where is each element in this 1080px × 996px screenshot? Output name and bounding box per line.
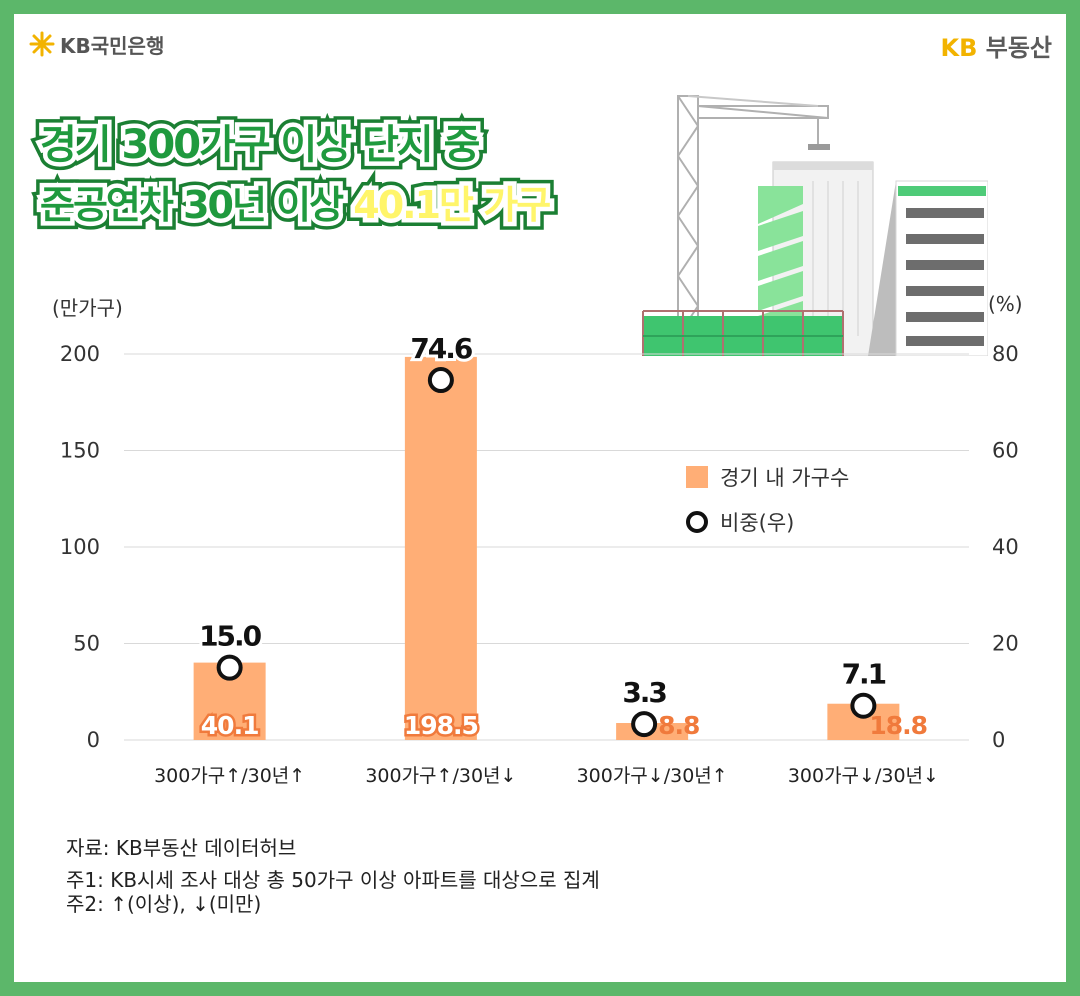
infographic-card: KB국민은행 KB 부동산 — [14, 14, 1066, 982]
share-value-label: 3.3 — [622, 676, 666, 709]
source-notes: 자료: KB부동산 데이터허브 주1: KB시세 조사 대상 총 50가구 이상… — [66, 836, 600, 916]
legend-point-swatch — [686, 511, 708, 533]
right-tick-label: 80 — [992, 342, 1019, 366]
left-tick-label: 200 — [60, 342, 100, 366]
category-label: 300가구↓/30년↓ — [788, 765, 939, 787]
right-axis-unit: (%) — [988, 292, 1023, 316]
right-tick-label: 40 — [992, 535, 1019, 559]
share-point — [850, 692, 877, 719]
category-label: 300가구↑/30년↑ — [154, 765, 305, 787]
kb-realestate-logo: KB 부동산 — [941, 28, 1053, 63]
category-label: 300가구↑/30년↓ — [365, 765, 516, 787]
left-tick-label: 50 — [73, 632, 100, 656]
star-logo-icon — [29, 31, 55, 57]
bar — [404, 356, 477, 740]
note-2: 주2: ↑(이상), ↓(미만) — [66, 892, 262, 916]
right-tick-label: 60 — [992, 439, 1019, 463]
right-tick-label: 20 — [992, 632, 1019, 656]
share-value-label: 74.6 — [410, 332, 472, 365]
legend-bar-swatch — [686, 466, 708, 488]
share-point — [427, 367, 454, 394]
legend-point-label: 비중(우) — [720, 511, 794, 535]
legend-bar-label: 경기 내 가구수 — [720, 466, 849, 490]
title-highlight: 40.1만 가구 — [349, 179, 556, 232]
left-axis-unit: (만가구) — [52, 296, 123, 320]
title-line2-outline: 준공연차 30년 이상 40.1만 가구 — [32, 175, 559, 235]
bar-value-label: 8.8 — [658, 711, 699, 740]
bank-name: KB국민은행 — [60, 34, 165, 58]
brand-kb: KB — [940, 34, 978, 62]
title-line2-prefix: 준공연차 30년 이상 — [35, 179, 354, 232]
combo-chart: 40.1 198.5 8.8 18.8 15.0 74.6 3.3 7.1 0 0 50 20 10… — [60, 329, 1019, 787]
building-illustration — [642, 95, 988, 356]
share-point — [631, 711, 658, 738]
title-line1: 경기 300가구 이상 단지 중 — [35, 118, 484, 173]
left-tick-label: 100 — [60, 535, 100, 559]
source-line: 자료: KB부동산 데이터허브 — [66, 836, 297, 860]
left-tick-label: 0 — [87, 728, 100, 752]
right-tick-label: 0 — [992, 728, 1005, 752]
share-point — [216, 654, 243, 681]
bar-value-label: 198.5 — [404, 711, 478, 740]
category-label: 300가구↓/30년↑ — [577, 765, 728, 787]
bar-value-label: 18.8 — [869, 711, 927, 740]
left-tick-label: 150 — [60, 439, 100, 463]
title-line1-outline: 경기 300가구 이상 단지 중 — [32, 114, 488, 176]
brand-name: 부동산 — [985, 34, 1052, 62]
share-value-label: 7.1 — [842, 658, 886, 691]
share-value-label: 15.0 — [199, 620, 262, 653]
bar-value-label: 40.1 — [201, 711, 259, 740]
title-line2: 준공연차 30년 이상 40.1만 가구 — [35, 174, 556, 232]
note-1: 주1: KB시세 조사 대상 총 50가구 이상 아파트를 대상으로 집계 — [66, 868, 600, 892]
